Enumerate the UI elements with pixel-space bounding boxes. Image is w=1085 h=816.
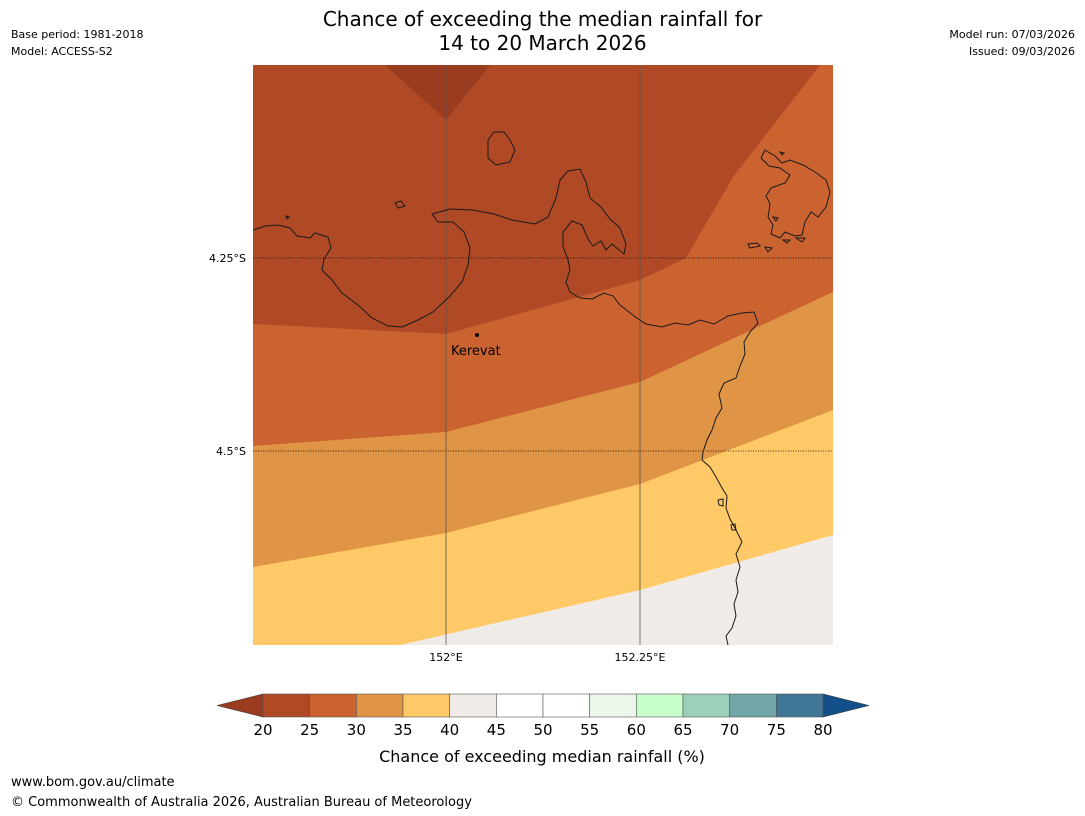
colorbar-tick-label: 25 [300, 721, 319, 739]
colorbar-segment [262, 693, 310, 718]
colorbar-tick-label: 70 [720, 721, 739, 739]
colorbar: 20 25 30 35 40 45 50 55 60 65 70 75 80 [216, 693, 870, 739]
colorbar-tick-label: 20 [253, 721, 272, 739]
footer-url[interactable]: www.bom.gov.au/climate [11, 775, 175, 790]
model-info: Base period: 1981-2018 Model: ACCESS-S2 [11, 26, 143, 60]
band-20-25 [253, 65, 820, 334]
band-under-20 [385, 65, 490, 120]
chart-title: Chance of exceeding the median rainfall … [0, 7, 1085, 55]
colorbar-tick-label: 65 [673, 721, 692, 739]
map-panel: Kerevat [253, 65, 833, 645]
colorbar-tick-label: 60 [627, 721, 646, 739]
colorbar-segment [402, 693, 450, 718]
colorbar-tick-label: 80 [813, 721, 832, 739]
run-info: Model run: 07/03/2026 Issued: 09/03/2026 [949, 26, 1075, 60]
model-name: Model: ACCESS-S2 [11, 45, 113, 58]
colorbar-tick-label: 35 [393, 721, 412, 739]
coastline [253, 131, 831, 645]
colorbar-segment [589, 693, 637, 718]
colorbar-tick-label: 40 [440, 721, 459, 739]
footer-copyright: © Commonwealth of Australia 2026, Austra… [11, 795, 472, 810]
title-line-1: Chance of exceeding the median rainfall … [322, 7, 763, 31]
colorbar-tick-label: 55 [580, 721, 599, 739]
base-period: Base period: 1981-2018 [11, 28, 144, 41]
colorbar-tick-label: 75 [767, 721, 786, 739]
colorbar-segment [636, 693, 684, 718]
colorbar-tick-label: 30 [347, 721, 366, 739]
colorbar-segment [449, 693, 497, 718]
colorbar-under-arrow [216, 693, 264, 718]
colorbar-over-arrow [822, 693, 870, 718]
model-run-date: Model run: 07/03/2026 [949, 28, 1075, 41]
colorbar-segment [682, 693, 730, 718]
colorbar-segment [542, 693, 590, 718]
colorbar-segment [496, 693, 544, 718]
lat-label-4-5: 4.5°S [216, 445, 246, 458]
lon-label-152: 152°E [429, 651, 462, 664]
title-line-2: 14 to 20 March 2026 [438, 31, 647, 55]
kerevat-marker [475, 333, 479, 337]
colorbar-segment [729, 693, 777, 718]
colorbar-label: Chance of exceeding median rainfall (%) [379, 747, 705, 766]
colorbar-segment [776, 693, 824, 718]
lat-label-4-25: 4.25°S [209, 252, 246, 265]
colorbar-tick-label: 50 [533, 721, 552, 739]
issued-date: Issued: 09/03/2026 [968, 45, 1075, 58]
colorbar-segment [309, 693, 357, 718]
lon-label-152-25: 152.25°E [615, 651, 666, 664]
kerevat-label: Kerevat [451, 344, 501, 359]
colorbar-segment [356, 693, 404, 718]
colorbar-tick-label: 45 [487, 721, 506, 739]
